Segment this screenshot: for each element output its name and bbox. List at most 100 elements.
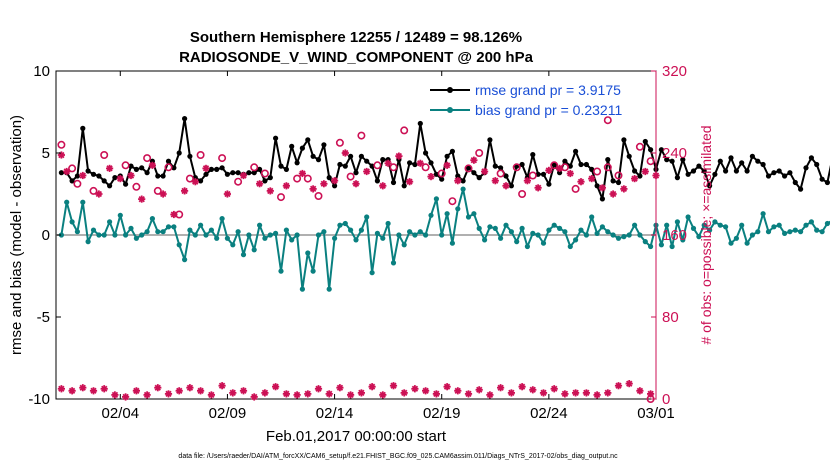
- rmse-point: [787, 170, 793, 176]
- rmse-point: [562, 158, 568, 164]
- bias-point: [369, 270, 375, 276]
- y-tick-label: 0: [42, 227, 50, 244]
- obs-possible-marker: [143, 154, 152, 163]
- bias-point: [96, 232, 102, 238]
- bias-point: [364, 214, 370, 220]
- rmse-point: [90, 171, 97, 177]
- obs-assimilated-marker: [357, 389, 365, 397]
- rmse-point: [69, 178, 75, 184]
- legend-bias-label: bias grand pr = 0.23211: [475, 102, 622, 118]
- bias-point: [69, 219, 75, 225]
- bias-point: [717, 222, 723, 228]
- rmse-point: [348, 153, 354, 159]
- rmse-point: [594, 183, 600, 189]
- rmse-line: [61, 117, 830, 200]
- y-right-tick-label: 0: [662, 391, 670, 408]
- obs-assimilated-marker: [400, 389, 408, 397]
- rmse-point: [546, 181, 552, 187]
- bias-point: [267, 232, 273, 238]
- bias-point: [219, 216, 225, 222]
- bias-point: [214, 235, 220, 241]
- obs-assimilated-marker: [68, 387, 76, 395]
- rmse-point: [519, 161, 525, 168]
- obs-assimilated-marker: [186, 384, 194, 392]
- obs-assimilated-marker: [561, 390, 569, 398]
- rmse-point: [433, 171, 439, 177]
- obs-assimilated-marker: [266, 187, 274, 195]
- obs-possible-marker: [68, 164, 77, 173]
- rmse-point: [101, 178, 107, 184]
- obs-assimilated-marker: [443, 161, 451, 169]
- obs-assimilated-marker: [341, 149, 349, 157]
- rmse-point: [669, 158, 675, 164]
- rmse-point: [246, 170, 252, 176]
- rmse-point: [728, 155, 734, 161]
- rmse-point: [74, 173, 80, 179]
- rmse-point: [808, 155, 815, 161]
- bias-point: [605, 229, 611, 235]
- rmse-point: [123, 181, 129, 187]
- rmse-point: [637, 173, 643, 179]
- rmse-point: [332, 183, 338, 189]
- bias-point: [396, 232, 402, 238]
- bias-point: [803, 222, 809, 228]
- rmse-point: [310, 153, 316, 159]
- rmse-point: [342, 163, 348, 169]
- obs-possible-marker: [614, 171, 623, 180]
- rmse-point: [755, 158, 761, 164]
- rmse-point: [321, 142, 327, 148]
- bias-point: [198, 222, 204, 228]
- obs-assimilated-marker: [475, 386, 483, 394]
- chart-title-line-2: RADIOSONDE_V_WIND_COMPONENT @ 200 hPa: [179, 49, 534, 66]
- bias-point: [139, 232, 145, 238]
- bias-point: [578, 227, 584, 233]
- rmse-point: [198, 178, 204, 184]
- bias-point: [798, 229, 804, 235]
- rmse-point: [160, 173, 166, 179]
- bias-point: [567, 243, 573, 250]
- rmse-point: [471, 170, 477, 176]
- obs-assimilated-marker: [389, 382, 398, 390]
- bias-point: [460, 186, 466, 192]
- obs-possible-marker: [196, 151, 205, 160]
- obs-possible-marker: [121, 161, 130, 170]
- bias-point: [246, 232, 252, 238]
- bias-point: [637, 232, 643, 238]
- obs-assimilated-marker: [534, 184, 542, 192]
- obs-assimilated-marker: [470, 156, 478, 164]
- rmse-point: [771, 170, 777, 176]
- rmse-point: [267, 175, 273, 181]
- rmse-point: [428, 160, 434, 166]
- bias-point: [642, 239, 648, 245]
- rmse-point: [289, 143, 295, 149]
- obs-possible-marker: [437, 169, 446, 178]
- bias-series: [58, 186, 830, 292]
- obs-possible-marker: [646, 157, 655, 166]
- bias-point: [465, 214, 472, 220]
- bias-point: [524, 243, 531, 250]
- rmse-point: [401, 183, 407, 189]
- obs-assimilated-marker: [647, 390, 655, 398]
- obs-assimilated-marker: [282, 182, 290, 190]
- rmse-point: [610, 178, 616, 184]
- obs-assimilated-marker: [502, 182, 510, 190]
- rmse-point: [374, 178, 380, 184]
- bias-point: [294, 232, 300, 238]
- chart-title-line-1: Southern Hemisphere 12255 / 12489 = 98.1…: [190, 29, 522, 46]
- rmse-point: [626, 153, 632, 159]
- bias-point: [749, 232, 756, 238]
- bias-point: [353, 237, 359, 243]
- rmse-point: [530, 152, 536, 158]
- obs-assimilated-marker: [261, 389, 269, 397]
- rmse-point: [583, 161, 590, 168]
- bias-point: [755, 229, 761, 235]
- obs-assimilated-marker: [588, 175, 596, 183]
- bias-point: [482, 237, 488, 243]
- rmse-point: [449, 148, 455, 154]
- obs-assimilated-marker: [207, 391, 215, 399]
- bias-point: [739, 222, 745, 228]
- rmse-point: [439, 176, 445, 182]
- bias-point: [321, 229, 327, 235]
- bias-point: [90, 227, 97, 233]
